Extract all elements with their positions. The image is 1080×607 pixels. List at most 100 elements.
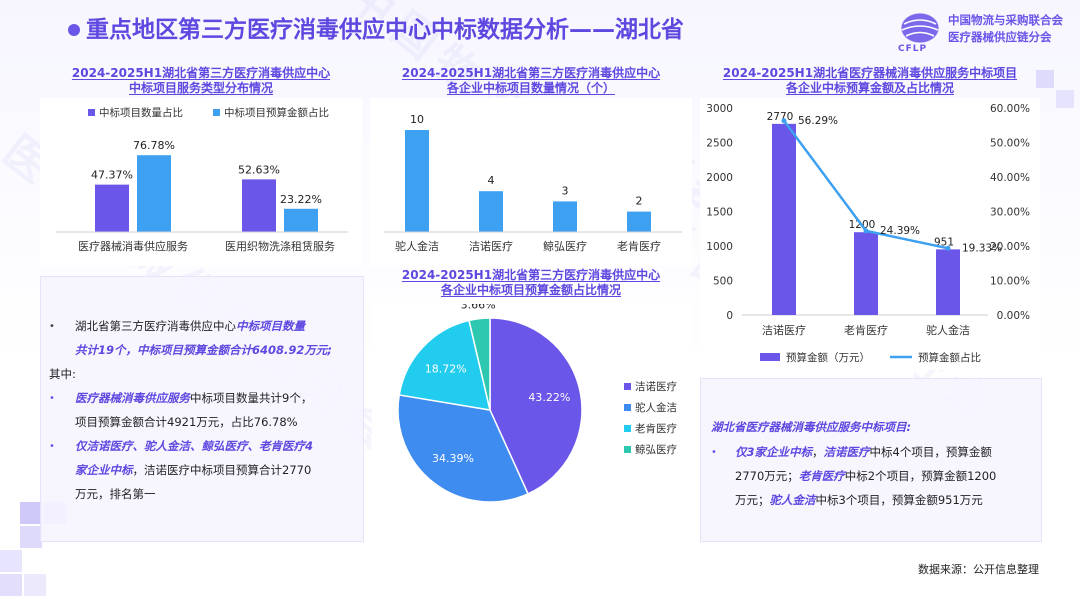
logo-line-1: 中国物流与采购联合会 [948, 13, 1063, 27]
chart1-bar [137, 155, 171, 232]
chart2-category-label: 鲸弘医疗 [543, 239, 587, 253]
right-line-1-c: 洁诺医疗 [823, 445, 870, 459]
left-line-4-b: 中标项目数量共计9个， [190, 391, 313, 405]
chart3-bar [772, 123, 796, 316]
left-line-1-b: 中标项目数量 [236, 319, 305, 333]
bullet-icon: • [49, 441, 55, 452]
chart3-category-label: 洁诺医疗 [762, 323, 806, 337]
chart2-bar [553, 201, 577, 232]
chart1-data-label: 52.63% [238, 163, 280, 176]
chart2-category-label: 老肯医疗 [617, 239, 661, 253]
logo-line-2: 医疗器械供应链分会 [948, 30, 1052, 44]
chart1-legend-label: 中标项目预算金额占比 [224, 106, 329, 119]
chart1-title-line2: 中标项目服务类型分布情况 [128, 81, 273, 95]
left-line-4: 医疗器械消毒供应服务中标项目数量共计9个， [75, 390, 312, 407]
data-source-note: 数据来源：公开信息整理 [918, 563, 1039, 576]
chart3-y-right-tick: 40.00% [990, 172, 1030, 184]
chart3-title-line1: 2024-2025H1湖北省医疗器械消毒供应服务中标项目 [722, 66, 1018, 80]
chart4-legend-swatch [624, 446, 631, 453]
right-line-2: 2770万元；老肯医疗中标2个项目，预算金额1200 [735, 468, 996, 485]
chart1-title: 2024-2025H1湖北省第三方医疗消毒供应中心 中标项目服务类型分布情况 [40, 66, 362, 96]
chart3-y-right-tick: 20.00% [990, 241, 1030, 253]
chart3-line-label: 19.33% [962, 242, 1002, 254]
chart3-y-left-tick: 1500 [706, 207, 733, 219]
chart2-data-label: 10 [410, 113, 424, 126]
chart2-title-line2: 各企业中标项目数量情况（个） [446, 81, 615, 95]
right-line-3-c: 中标3个项目，预算金额951万元 [815, 493, 983, 507]
left-line-7-a: 家企业中标 [75, 463, 133, 477]
chart3-bar [854, 232, 878, 315]
chart3-y-right-tick: 60.00% [990, 103, 1030, 115]
chart2-bar [405, 130, 429, 232]
chart4-legend-swatch [624, 425, 631, 432]
chart4-slice [468, 317, 491, 411]
chart3-line-label: 56.29% [798, 115, 838, 127]
right-summary-panel: 湖北省医疗器械消毒供应服务中标项目: • 仅3家企业中标，洁诺医疗中标4个项目，… [700, 378, 1042, 542]
left-line-6: 仅洁诺医疗、驼人金洁、鲸弘医疗、老肯医疗4 [75, 439, 313, 453]
bullet-icon: • [49, 393, 55, 404]
chart1-panel: 中标项目数量占比 中标项目预算金额占比 47.37% 76.78% 医疗器械消毒供应服务… [40, 98, 362, 266]
chart2-category-label: 洁诺医疗 [469, 239, 513, 253]
chart4-slice-label: 18.72% [425, 362, 467, 375]
chart2-data-label: 4 [488, 174, 495, 187]
chart3-y-right-tick: 10.00% [990, 276, 1030, 288]
chart4-slice-label: 43.22% [528, 391, 570, 404]
chart3-legend-swatch [760, 353, 780, 361]
chart4-legend-label: 老肯医疗 [635, 422, 677, 435]
chart2-title-line1: 2024-2025H1湖北省第三方医疗消毒供应中心 [401, 66, 661, 80]
chart3-y-left-tick: 3000 [706, 103, 733, 115]
right-line-2-c: 中标2个项目，预算金额1200 [844, 469, 997, 483]
left-line-1: 湖北省第三方医疗消毒供应中心中标项目数量 [75, 318, 305, 335]
chart2-data-label: 2 [636, 195, 643, 208]
left-line-4-a: 医疗器械消毒供应服务 [75, 391, 190, 405]
chart1-svg: 中标项目数量占比 中标项目预算金额占比 47.37% 76.78% 医疗器械消毒供应服务… [56, 106, 348, 253]
right-line-3-a: 万元； [735, 493, 770, 507]
chart1-bar [95, 184, 129, 232]
chart4-slice-label: 34.39% [432, 452, 474, 465]
chart2-title: 2024-2025H1湖北省第三方医疗消毒供应中心 各企业中标项目数量情况（个） [370, 66, 692, 96]
chart1-category-label: 医疗器械消毒供应服务 [78, 239, 188, 253]
chart3-line-point [863, 228, 869, 234]
chart2-data-label: 3 [562, 184, 569, 197]
chart4-legend-swatch [624, 383, 631, 390]
chart1-data-label: 47.37% [91, 169, 133, 182]
chart3-title: 2024-2025H1湖北省医疗器械消毒供应服务中标项目 各企业中标预算金额及占… [700, 66, 1040, 96]
chart4-title-line1: 2024-2025H1湖北省第三方医疗消毒供应中心 [401, 268, 661, 282]
chart4-legend-swatch [624, 404, 631, 411]
right-line-3-b: 驼人金洁 [769, 493, 816, 507]
title-bullet-dot [68, 24, 80, 36]
chart1-data-label: 23.22% [280, 193, 322, 206]
right-line-1-d: 中标4个项目，预算金额 [869, 445, 992, 459]
left-line-7: 家企业中标，洁诺医疗中标项目预算合计2770 [75, 462, 311, 479]
bullet-icon: • [711, 447, 717, 458]
chart1-legend-swatch [88, 109, 95, 116]
left-line-8: 万元，排名第一 [75, 487, 156, 501]
right-line-2-b: 老肯医疗 [798, 469, 845, 483]
chart4-title: 2024-2025H1湖北省第三方医疗消毒供应中心 各企业中标项目预算金额占比情… [370, 268, 692, 298]
right-line-1-b: ， [812, 445, 824, 459]
chart3-y-left-tick: 2000 [706, 172, 733, 184]
chart1-legend-label: 中标项目数量占比 [99, 106, 183, 119]
logo: CFLP 中国物流与采购联合会 医疗器械供应链分会 [892, 6, 1080, 58]
left-line-5: 项目预算金额合计4921万元，占比76.78% [75, 415, 298, 429]
decorative-squares-top-right [1036, 70, 1074, 108]
chart3-bar-label: 2770 [767, 111, 794, 123]
right-line-2-a: 2770万元； [735, 469, 799, 483]
chart2-bar [627, 211, 651, 232]
chart3-category-label: 驼人金洁 [926, 323, 970, 337]
chart3-y-right-tick: 0.00% [997, 310, 1030, 322]
chart4-legend-label: 鲸弘医疗 [635, 443, 677, 456]
globe-logo-icon [900, 12, 940, 44]
chart4-legend-label: 洁诺医疗 [635, 380, 677, 393]
chart4-title-line2: 各企业中标项目预算金额占比情况 [440, 283, 621, 297]
chart3-y-left-tick: 500 [713, 276, 733, 288]
left-line-7-b: ，洁诺医疗中标项目预算合计2770 [132, 463, 312, 477]
chart3-y-left-tick: 2500 [706, 138, 733, 150]
chart3-line-label: 24.39% [880, 225, 920, 237]
chart3-y-left-tick: 0 [726, 310, 733, 322]
right-line-3: 万元；驼人金洁中标3个项目，预算金额951万元 [735, 492, 983, 509]
chart4-panel: 43.22% 34.39% 18.72% 3.66% 洁诺医疗 驼人金洁 老肯医疗 鲸弘医疗 [372, 299, 692, 540]
chart2-panel: 10 驼人金洁 4 洁诺医疗 3 鲸弘医疗 2 老肯医疗 [370, 98, 692, 266]
logo-cflp-text: CFLP [898, 44, 928, 54]
